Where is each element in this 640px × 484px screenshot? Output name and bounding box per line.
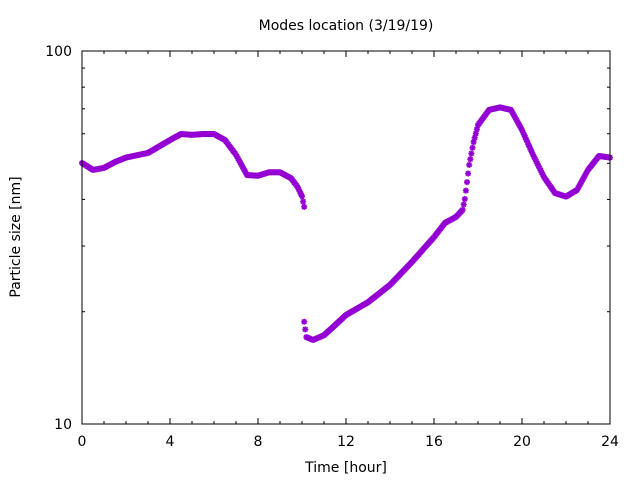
x-axis-label: Time [hour] — [304, 460, 387, 476]
data-point — [465, 170, 472, 177]
plot-border — [81, 50, 611, 425]
axis-ticks: 0 4 8 12 16 20 24 10 100 — [45, 44, 619, 450]
data-point — [302, 326, 309, 333]
data-point — [296, 188, 303, 195]
x-tick-label: 20 — [513, 434, 531, 450]
data-point — [470, 139, 477, 146]
data-point — [460, 201, 467, 208]
data-points — [79, 104, 613, 343]
x-tick-label: 0 — [78, 434, 87, 450]
x-tick-label: 12 — [337, 434, 355, 450]
x-tick-label: 24 — [601, 434, 619, 450]
data-point — [461, 196, 468, 203]
x-tick-label: 8 — [254, 434, 263, 450]
data-point — [301, 203, 308, 210]
data-point — [466, 161, 473, 168]
data-point — [301, 318, 308, 325]
x-tick-label: 4 — [166, 434, 175, 450]
data-point — [462, 187, 469, 194]
y-tick-label: 100 — [45, 44, 72, 60]
data-point — [469, 144, 476, 151]
data-point — [464, 179, 470, 186]
data-point — [468, 150, 475, 157]
y-tick-label: 10 — [54, 417, 72, 433]
y-axis-label: Particle size [nm] — [8, 176, 24, 297]
data-point — [459, 206, 466, 213]
x-tick-label: 16 — [425, 434, 443, 450]
chart-title: Modes location (3/19/19) — [259, 18, 434, 34]
data-point — [467, 156, 474, 163]
data-point — [299, 193, 305, 200]
data-point — [300, 198, 307, 205]
